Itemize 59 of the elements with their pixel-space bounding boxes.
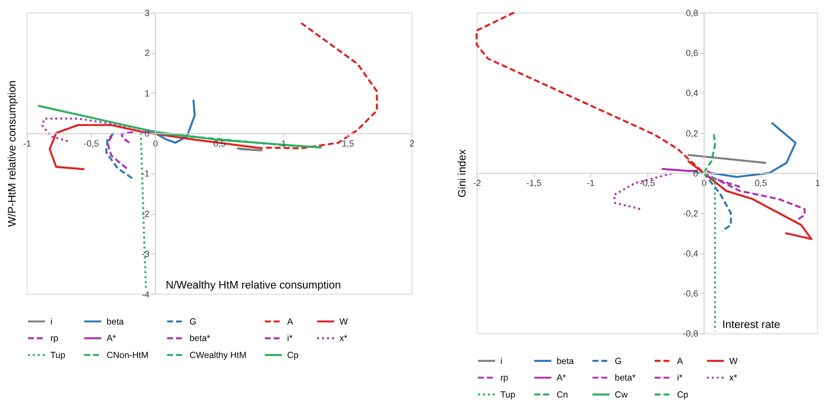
legend-label: W <box>729 356 738 366</box>
legend-label: Tup <box>500 389 516 400</box>
x-tick-label: 1 <box>281 138 286 148</box>
x-tick-label: 0,5 <box>754 178 768 188</box>
y-axis-title: Gini index <box>456 148 468 198</box>
x-axis-title: N/Wealthy HtM relative consumption <box>166 279 341 292</box>
legend-label: i <box>50 316 52 326</box>
x-tick-label: 1 <box>815 178 820 188</box>
legend-label: beta* <box>189 333 211 344</box>
legend-label: Tup <box>50 350 66 360</box>
x-tick-label: -1 <box>23 138 32 148</box>
x-axis-title: Interest rate <box>722 318 780 331</box>
y-tick-label: -2 <box>142 208 150 219</box>
y-tick-label: 0,8 <box>686 8 698 18</box>
y-tick-label: -0,6 <box>682 288 698 299</box>
legend-label: G <box>189 316 196 326</box>
y-tick-label: 2 <box>144 48 150 58</box>
legend-label: Cp <box>287 350 299 360</box>
legend-label: A* <box>106 333 116 344</box>
legend-label: A <box>287 316 294 326</box>
x-tick-label: -2 <box>473 178 482 188</box>
legend-label: i <box>500 356 502 366</box>
legend-label: A <box>676 356 683 366</box>
legend-label: rp <box>500 372 508 383</box>
y-tick-label: 0,6 <box>686 48 698 58</box>
y-tick-label: -1 <box>142 168 150 179</box>
legend-label: beta* <box>614 372 636 383</box>
x-tick-label: -0,5 <box>640 178 656 188</box>
x-tick-label: 0 <box>702 178 707 188</box>
y-tick-label: -0,8 <box>682 328 698 339</box>
y-tick-label: -0,4 <box>682 248 698 259</box>
legend-label: x* <box>339 333 348 344</box>
y-tick-label: -3 <box>142 249 150 260</box>
x-tick-label: -0,5 <box>84 138 99 148</box>
legend-label: rp <box>50 333 58 344</box>
y-tick-label: 0,2 <box>686 128 698 138</box>
legend-label: Cn <box>556 389 568 400</box>
legend-label: i* <box>287 333 294 344</box>
legend-label: Cp <box>676 389 688 400</box>
legend-label: CNon-HtM <box>106 350 149 360</box>
legend-label: CWealthy HtM <box>189 350 247 360</box>
x-tick-label: -1,5 <box>526 178 542 188</box>
legend-label: beta <box>556 356 574 366</box>
y-tick-label: 3 <box>144 8 150 18</box>
y-tick-label: -0,2 <box>682 208 698 218</box>
y-tick-label: -4 <box>142 289 150 300</box>
legend-label: beta <box>106 316 124 326</box>
y-tick-label: 1 <box>144 88 150 98</box>
legend-label: G <box>614 356 622 366</box>
x-tick-label: 2 <box>410 138 415 148</box>
legend-label: i* <box>676 372 683 383</box>
x-tick-label: -1 <box>586 178 595 188</box>
legend-label: Cw <box>614 389 628 400</box>
y-tick-label: 0,4 <box>686 88 698 98</box>
x-tick-label: 1,5 <box>342 138 354 148</box>
legend-label: x* <box>729 372 738 383</box>
legend-label: W <box>339 316 348 326</box>
legend-label: A* <box>556 372 567 383</box>
y-axis-title: W/P-HtM relative consumption <box>6 80 18 227</box>
